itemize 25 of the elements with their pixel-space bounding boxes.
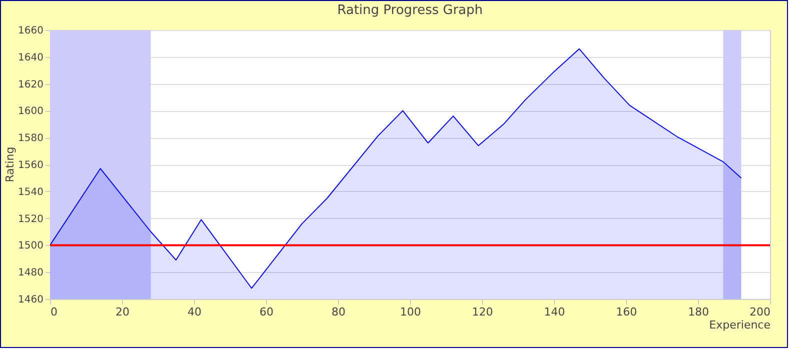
- y-tick-label: 1660: [18, 26, 44, 36]
- y-tick-label: 1640: [18, 52, 44, 64]
- y-tick-label: 1480: [18, 268, 44, 279]
- y-tick-label: 1520: [18, 214, 44, 225]
- y-axis-title: Rating: [4, 146, 16, 182]
- y-tick-label: 1580: [18, 133, 44, 144]
- y-tick-label: 1540: [18, 186, 44, 198]
- y-tick-label: 1460: [18, 294, 44, 306]
- x-tick-label: 60: [260, 306, 274, 318]
- x-tick-label: 0: [50, 306, 58, 318]
- x-tick-label: 100: [400, 306, 421, 318]
- x-axis-title: Experience: [709, 318, 771, 332]
- x-tick-label: 80: [332, 306, 346, 318]
- x-tick-label: 200: [750, 306, 770, 318]
- x-tick-label: 140: [544, 306, 565, 318]
- x-tick-label: 180: [688, 306, 709, 318]
- y-tick-label: 1500: [18, 240, 44, 252]
- x-tick-label: 160: [616, 306, 637, 318]
- x-tick-label: 20: [116, 306, 130, 318]
- chart-title: Rating Progress Graph: [337, 3, 483, 18]
- x-tick-label: 40: [188, 306, 202, 318]
- y-tick-label: 1620: [18, 79, 44, 90]
- y-tick-label: 1560: [18, 160, 44, 171]
- x-tick-label: 120: [472, 306, 493, 318]
- y-tick-label: 1600: [18, 106, 44, 118]
